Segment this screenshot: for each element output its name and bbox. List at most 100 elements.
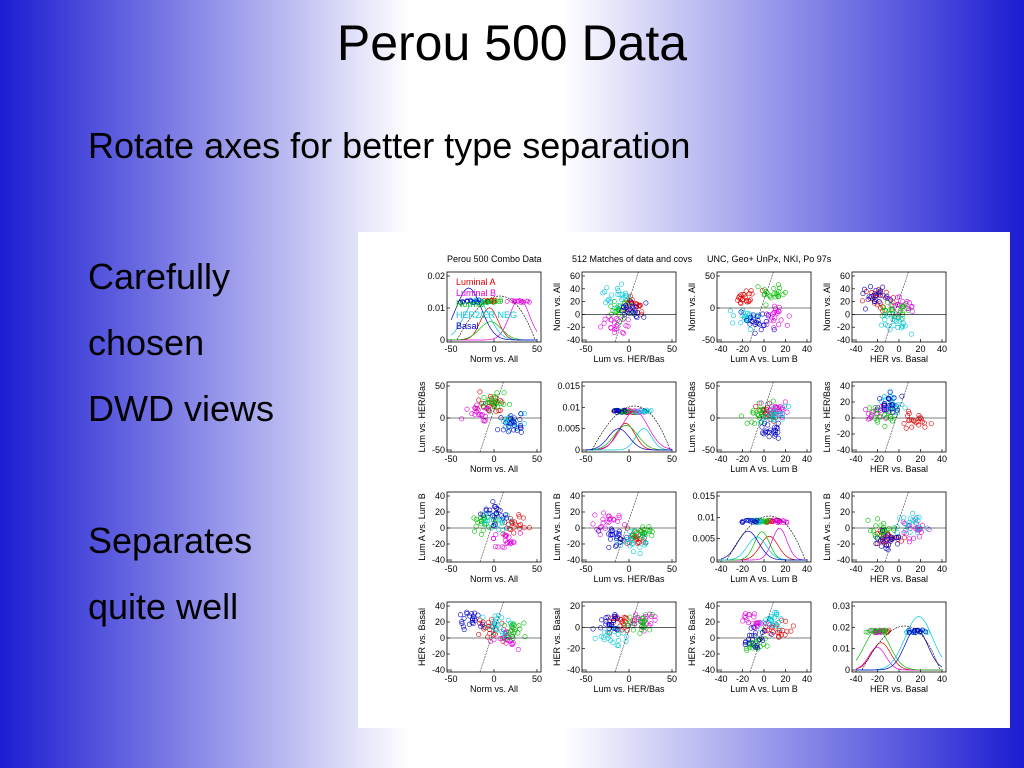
sample-dot bbox=[775, 293, 781, 299]
sample-dot bbox=[879, 536, 885, 542]
sample-dot bbox=[773, 610, 779, 616]
sample-dot bbox=[755, 284, 761, 290]
sample-dot bbox=[516, 623, 522, 629]
x-tick-label: 0 bbox=[896, 344, 901, 354]
sample-dot bbox=[511, 530, 517, 536]
sample-dot bbox=[877, 396, 883, 402]
sample-dot bbox=[873, 287, 879, 293]
sample-dot bbox=[614, 407, 620, 413]
sample-dot bbox=[484, 406, 490, 412]
x-axis-label: Norm vs. All bbox=[470, 354, 518, 364]
sample-dot bbox=[502, 636, 508, 642]
sample-dot bbox=[601, 510, 607, 516]
y-tick-label: 40 bbox=[435, 491, 445, 501]
sample-dot bbox=[616, 531, 622, 537]
y-tick-label: -40 bbox=[702, 665, 715, 675]
sample-dot bbox=[500, 427, 506, 433]
sample-dot bbox=[636, 304, 642, 310]
sample-dot bbox=[738, 300, 744, 306]
sample-dot bbox=[520, 299, 526, 305]
sample-dot bbox=[494, 616, 500, 622]
y-axis-label: Norm vs. All bbox=[552, 283, 562, 331]
sample-dot bbox=[629, 311, 635, 317]
sample-dot bbox=[612, 309, 618, 315]
panel-points bbox=[450, 287, 538, 341]
sample-dot bbox=[621, 330, 627, 336]
sample-dot bbox=[756, 312, 762, 318]
sample-dot bbox=[612, 326, 618, 332]
sample-dot bbox=[771, 291, 777, 297]
sample-dot bbox=[491, 520, 497, 526]
sample-dot bbox=[517, 626, 523, 632]
sample-dot bbox=[863, 629, 869, 635]
y-tick-label: 20 bbox=[570, 601, 580, 611]
x-tick-label: 0 bbox=[491, 454, 496, 464]
direction-line bbox=[749, 601, 774, 673]
sample-dot bbox=[883, 295, 889, 301]
sample-dot bbox=[511, 419, 517, 425]
sample-dot bbox=[472, 405, 478, 411]
sample-dot bbox=[488, 394, 494, 400]
x-axis-label: HER vs. Basal bbox=[870, 574, 928, 584]
y-tick-label: 0 bbox=[845, 523, 850, 533]
sample-dot bbox=[487, 408, 493, 414]
sample-dot bbox=[614, 534, 620, 540]
sample-dot bbox=[609, 531, 615, 537]
sample-dot bbox=[879, 313, 885, 319]
y-tick-label: -40 bbox=[837, 445, 850, 455]
sample-dot bbox=[490, 499, 496, 505]
sample-dot bbox=[643, 300, 649, 306]
panel-title: UNC, Geo+ UnPx, NKI, Po 97s bbox=[707, 254, 832, 264]
sample-dot bbox=[761, 406, 767, 412]
sample-dot bbox=[878, 414, 884, 420]
x-axis-label: HER vs. Basal bbox=[870, 354, 928, 364]
sample-dot bbox=[768, 417, 774, 423]
sample-dot bbox=[770, 623, 776, 629]
x-axis-label: HER vs. Basal bbox=[870, 464, 928, 474]
y-axis-label: HER vs. Basal bbox=[552, 608, 562, 666]
sample-dot bbox=[771, 327, 777, 333]
sample-dot bbox=[613, 626, 619, 632]
sample-dot bbox=[643, 532, 649, 538]
x-axis-label: Lum vs. HER/Bas bbox=[593, 684, 665, 694]
sample-dot bbox=[623, 323, 629, 329]
x-tick-label: 40 bbox=[802, 674, 812, 684]
sample-dot bbox=[753, 517, 758, 523]
sample-dot bbox=[902, 528, 908, 534]
sample-dot bbox=[598, 625, 604, 631]
y-tick-label: -40 bbox=[567, 335, 580, 345]
sample-dot bbox=[480, 614, 486, 620]
slide-title: Perou 500 Data bbox=[337, 15, 687, 71]
sample-dot bbox=[495, 427, 501, 433]
sample-dot bbox=[893, 406, 899, 412]
sample-dot bbox=[601, 320, 607, 326]
y-tick-label: 0 bbox=[575, 445, 580, 455]
sample-dot bbox=[887, 414, 893, 420]
sample-dot bbox=[916, 416, 922, 422]
sample-dot bbox=[637, 630, 643, 636]
sample-dot bbox=[905, 307, 911, 313]
y-axis-label: HER vs. Basal bbox=[687, 608, 697, 666]
sample-dot bbox=[895, 534, 901, 540]
panel-points bbox=[855, 616, 943, 671]
sample-dot bbox=[472, 411, 478, 417]
sample-dot bbox=[612, 612, 618, 618]
sample-dot bbox=[903, 425, 909, 431]
sample-dot bbox=[754, 620, 760, 626]
sample-dot bbox=[590, 626, 596, 632]
sample-dot bbox=[878, 398, 884, 404]
sample-dot bbox=[890, 410, 896, 416]
sample-dot bbox=[874, 541, 880, 547]
sample-dot bbox=[738, 292, 744, 298]
sample-dot bbox=[883, 542, 889, 548]
sample-dot bbox=[909, 417, 915, 423]
sample-dot bbox=[503, 512, 509, 518]
sample-dot bbox=[742, 294, 748, 300]
sample-dot bbox=[880, 524, 886, 530]
sample-dot bbox=[516, 512, 522, 518]
sample-dot bbox=[886, 627, 892, 633]
sample-dot bbox=[894, 541, 900, 547]
sample-dot bbox=[633, 410, 638, 416]
sample-dot bbox=[621, 625, 627, 631]
sample-dot bbox=[479, 411, 485, 417]
